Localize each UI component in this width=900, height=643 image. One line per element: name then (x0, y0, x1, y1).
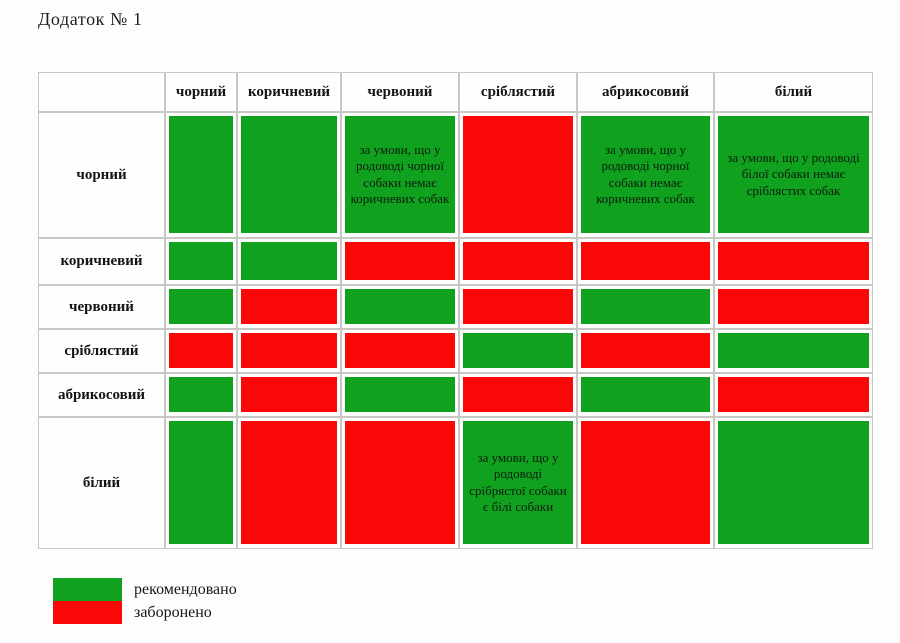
cell-fill-forbidden (345, 333, 455, 368)
color-matrix: чорний коричневий червоний сріблястий абрико… (38, 72, 873, 549)
matrix-cell-r4-c0 (165, 373, 237, 417)
matrix-cell-r4-c4 (577, 373, 714, 417)
matrix-cell-r4-c2 (341, 373, 459, 417)
row-header-4: абрикосовий (38, 373, 165, 417)
legend-label-recommended: рекомендовано (134, 580, 237, 598)
column-header-1: коричневий (237, 72, 341, 112)
matrix-cell-r2-c1 (237, 285, 341, 329)
cell-fill-recommended (718, 333, 869, 368)
matrix-cell-r1-c0 (165, 238, 237, 285)
matrix-cell-r0-c1 (237, 112, 341, 238)
cell-fill-forbidden (241, 421, 337, 544)
matrix-cell-r0-c4: за умови, що у родоводі чорної собаки не… (577, 112, 714, 238)
cell-fill-forbidden (345, 421, 455, 544)
matrix-cell-r5-c4 (577, 417, 714, 549)
matrix-cell-r3-c0 (165, 329, 237, 373)
page-title: Додаток № 1 (38, 9, 143, 29)
cell-fill-recommended (581, 289, 710, 324)
cell-fill-recommended (169, 421, 233, 544)
cell-fill-recommended: за умови, що у родоводі чорної собаки не… (345, 116, 455, 233)
legend-swatch-recommended (53, 578, 122, 601)
cell-fill-forbidden (345, 242, 455, 280)
matrix-cell-r2-c2 (341, 285, 459, 329)
cell-fill-recommended (718, 421, 869, 544)
row-header-1: коричневий (38, 238, 165, 285)
cell-fill-forbidden (581, 421, 710, 544)
cell-fill-forbidden (241, 289, 337, 324)
cell-fill-recommended (463, 333, 573, 368)
matrix-cell-r5-c5 (714, 417, 873, 549)
legend-label-forbidden: заборонено (134, 603, 212, 621)
matrix-cell-r3-c5 (714, 329, 873, 373)
column-header-3: сріблястий (459, 72, 577, 112)
matrix-cell-r2-c3 (459, 285, 577, 329)
cell-fill-forbidden (463, 242, 573, 280)
legend-item-forbidden: заборонено (53, 601, 237, 624)
cell-fill-recommended (345, 377, 455, 412)
column-header-5: білий (714, 72, 873, 112)
column-header-2: червоний (341, 72, 459, 112)
matrix-cell-r0-c3 (459, 112, 577, 238)
matrix-cell-r3-c3 (459, 329, 577, 373)
cell-fill-forbidden (718, 242, 869, 280)
cell-fill-recommended (345, 289, 455, 324)
matrix-cell-r3-c4 (577, 329, 714, 373)
cell-fill-forbidden (463, 289, 573, 324)
cell-fill-forbidden (718, 377, 869, 412)
cell-fill-recommended (169, 377, 233, 412)
matrix-cell-r4-c1 (237, 373, 341, 417)
matrix-cell-r1-c3 (459, 238, 577, 285)
cell-fill-forbidden (241, 333, 337, 368)
cell-note: за умови, що у родоводі срібрястої собак… (469, 450, 567, 514)
matrix-cell-r0-c5: за умови, що у родоводі білої собаки нем… (714, 112, 873, 238)
matrix-cell-r5-c0 (165, 417, 237, 549)
column-header-0: чорний (165, 72, 237, 112)
cell-fill-recommended: за умови, що у родоводі срібрястої собак… (463, 421, 573, 544)
matrix-cell-r1-c1 (237, 238, 341, 285)
matrix-cell-r5-c3: за умови, що у родоводі срібрястої собак… (459, 417, 577, 549)
row-header-5: білий (38, 417, 165, 549)
cell-note: за умови, що у родоводі чорної собаки не… (596, 142, 695, 206)
matrix-cell-r1-c5 (714, 238, 873, 285)
cell-note: за умови, що у родоводі білої собаки нем… (727, 150, 860, 198)
matrix-cell-r2-c5 (714, 285, 873, 329)
corner-cell (38, 72, 165, 112)
cell-fill-recommended: за умови, що у родоводі чорної собаки не… (581, 116, 710, 233)
cell-fill-forbidden (581, 242, 710, 280)
cell-fill-forbidden (241, 377, 337, 412)
row-header-2: червоний (38, 285, 165, 329)
cell-fill-forbidden (463, 377, 573, 412)
row-header-3: сріблястий (38, 329, 165, 373)
matrix-cell-r4-c5 (714, 373, 873, 417)
matrix-cell-r5-c2 (341, 417, 459, 549)
row-header-0: чорний (38, 112, 165, 238)
matrix-cell-r1-c4 (577, 238, 714, 285)
cell-fill-forbidden (169, 333, 233, 368)
matrix-cell-r2-c0 (165, 285, 237, 329)
legend: рекомендовано заборонено (53, 578, 237, 624)
cell-fill-forbidden (718, 289, 869, 324)
matrix-cell-r1-c2 (341, 238, 459, 285)
cell-fill-recommended (581, 377, 710, 412)
matrix-cell-r3-c1 (237, 329, 341, 373)
cell-fill-recommended (241, 242, 337, 280)
matrix-cell-r0-c2: за умови, що у родоводі чорної собаки не… (341, 112, 459, 238)
cell-fill-recommended: за умови, що у родоводі білої собаки нем… (718, 116, 869, 233)
cell-note: за умови, що у родоводі чорної собаки не… (350, 142, 450, 206)
cell-fill-recommended (241, 116, 337, 233)
column-header-4: абрикосовий (577, 72, 714, 112)
cell-fill-forbidden (581, 333, 710, 368)
cell-fill-recommended (169, 289, 233, 324)
cell-fill-forbidden (463, 116, 573, 233)
legend-swatch-forbidden (53, 601, 122, 624)
matrix-cell-r0-c0 (165, 112, 237, 238)
matrix-cell-r5-c1 (237, 417, 341, 549)
cell-fill-recommended (169, 116, 233, 233)
matrix-cell-r3-c2 (341, 329, 459, 373)
cell-fill-recommended (169, 242, 233, 280)
matrix-cell-r4-c3 (459, 373, 577, 417)
matrix-cell-r2-c4 (577, 285, 714, 329)
legend-item-recommended: рекомендовано (53, 578, 237, 601)
